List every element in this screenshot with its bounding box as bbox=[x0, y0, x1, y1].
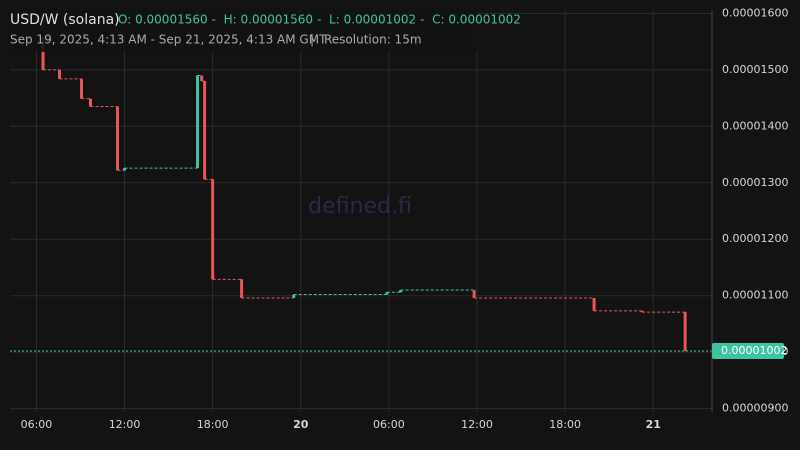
candle-body bbox=[196, 75, 200, 169]
x-tick-label: 12:00 bbox=[461, 418, 493, 431]
last-price-tag bbox=[712, 343, 784, 360]
candle-body bbox=[41, 36, 45, 70]
y-tick-label: 0.00001300 bbox=[722, 176, 788, 189]
candle-body bbox=[80, 78, 84, 99]
x-tick-label: 06:00 bbox=[373, 418, 405, 431]
candle-body bbox=[292, 294, 296, 298]
candle-body bbox=[399, 290, 403, 293]
candle-body bbox=[472, 290, 476, 298]
resolution: Resolution: 15m bbox=[324, 33, 422, 47]
x-tick-label: 18:00 bbox=[549, 418, 581, 431]
x-tick-label: 21 bbox=[646, 418, 661, 431]
symbol: USD/W (solana) bbox=[10, 12, 120, 28]
ohlc-value: O: 0.00001560 bbox=[118, 13, 208, 27]
candle-body bbox=[88, 98, 92, 107]
ohlc-value: C: 0.00001002 bbox=[432, 13, 521, 27]
candles bbox=[10, 35, 712, 352]
header-bg bbox=[6, 8, 478, 52]
ohlc-value: H: 0.00001560 bbox=[224, 13, 313, 27]
y-tick-label: 0.00001400 bbox=[722, 119, 788, 132]
last-price-label: 0.00001002 bbox=[721, 344, 787, 357]
y-tick-label: 0.00001600 bbox=[722, 6, 788, 19]
candle-body bbox=[200, 75, 204, 82]
y-tick-label: 0.00001500 bbox=[722, 63, 788, 76]
candle-body bbox=[57, 69, 61, 79]
separator: | bbox=[310, 33, 314, 47]
candle-body bbox=[116, 106, 120, 171]
ohlc-value: L: 0.00001002 bbox=[329, 13, 416, 27]
ohlc-sep: - bbox=[420, 13, 424, 27]
ohlc-sep: - bbox=[317, 13, 321, 27]
ohlc-sep: - bbox=[212, 13, 216, 27]
candle-body bbox=[385, 292, 389, 295]
candle-body bbox=[640, 310, 644, 313]
candle-body bbox=[240, 279, 244, 298]
y-tick-label: 0.00000900 bbox=[722, 402, 788, 415]
y-tick-label: 0.00001100 bbox=[722, 289, 788, 302]
date-range: Sep 19, 2025, 4:13 AM - Sep 21, 2025, 4:… bbox=[10, 33, 327, 47]
x-tick-label: 20 bbox=[293, 418, 309, 431]
grid bbox=[10, 10, 712, 412]
candle-body bbox=[592, 297, 596, 311]
ohlc: O: 0.00001560- H: 0.00001560- L: 0.0000100… bbox=[118, 13, 521, 27]
x-tick-label: 06:00 bbox=[21, 418, 53, 431]
candle-body bbox=[123, 168, 127, 171]
watermark: defined.fi bbox=[308, 194, 412, 219]
candle-body bbox=[211, 179, 215, 280]
x-tick-label: 12:00 bbox=[109, 418, 141, 431]
candle-body bbox=[683, 312, 687, 352]
x-tick-label: 18:00 bbox=[197, 418, 229, 431]
y-tick-label: 0.00001200 bbox=[722, 232, 788, 245]
candle-body bbox=[203, 81, 207, 180]
